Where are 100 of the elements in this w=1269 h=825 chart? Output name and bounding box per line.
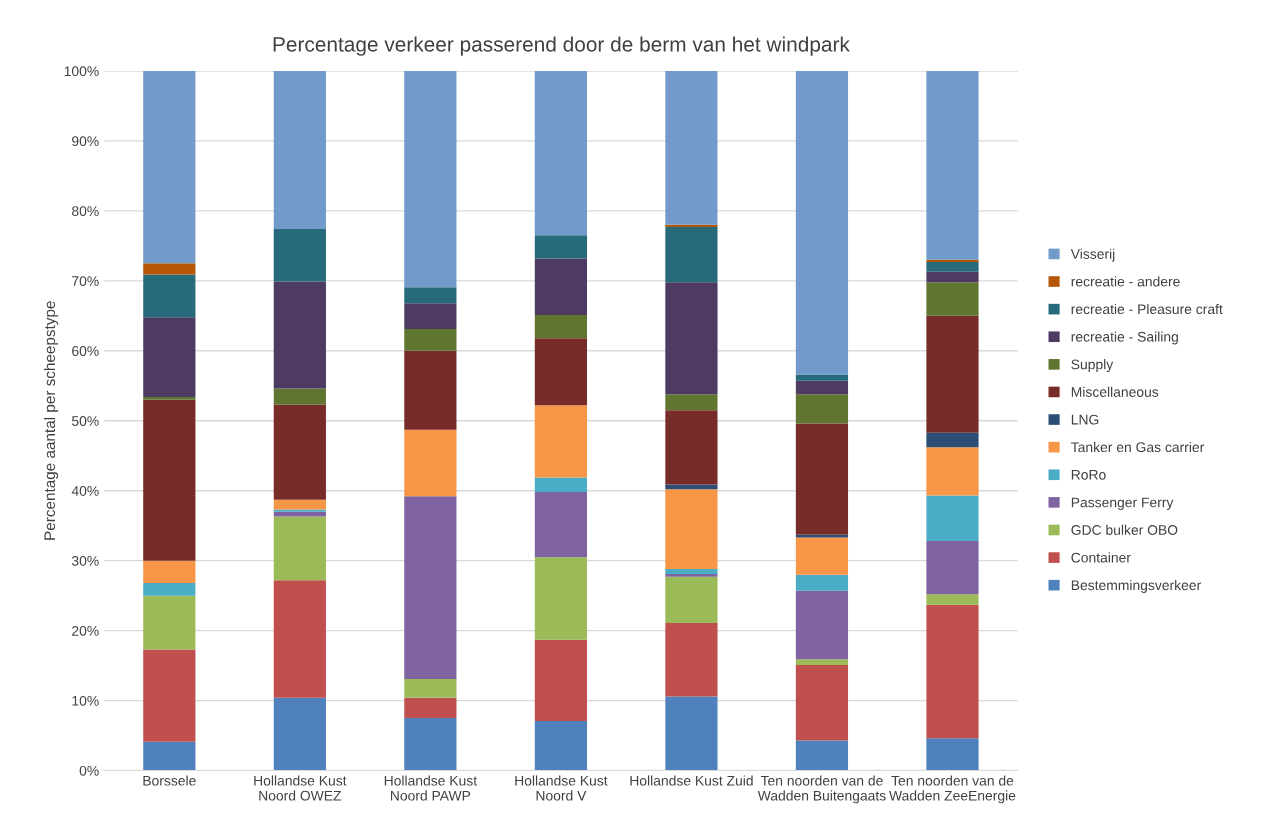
bar	[926, 282, 979, 316]
y-tick-label: 30%	[71, 556, 99, 566]
bar	[143, 595, 196, 650]
legend-label: Passenger Ferry	[1071, 497, 1174, 511]
bar	[665, 224, 718, 227]
bar	[273, 388, 326, 405]
bar	[404, 70, 457, 288]
bar	[404, 287, 457, 304]
bar	[534, 720, 587, 771]
bar	[926, 259, 979, 262]
x-tick-label: Borssele	[143, 775, 196, 786]
bar	[534, 70, 587, 236]
x-tick-label: Hollandse Kust Zuid	[630, 775, 753, 786]
y-tick-label: 10%	[72, 695, 99, 706]
bar	[273, 511, 326, 517]
y-tick-label: 80%	[72, 206, 99, 217]
y-axis-title: Percentage aantal per scheepstype	[43, 301, 59, 540]
bar	[795, 423, 849, 535]
bar	[404, 697, 457, 719]
bar	[665, 489, 718, 570]
y-tick-label: 40%	[71, 486, 99, 496]
bar	[534, 557, 587, 640]
bar	[665, 282, 718, 395]
bar	[926, 495, 979, 542]
bar	[534, 639, 587, 721]
legend-label: Miscellaneous	[1071, 386, 1159, 397]
legend-label: Bestemmingsverkeer	[1071, 579, 1201, 593]
bar	[534, 338, 587, 406]
bar	[795, 374, 849, 381]
legend-label: recreatie - Sailing	[1071, 331, 1178, 345]
bar	[273, 281, 326, 389]
bar	[665, 70, 718, 225]
bar	[273, 516, 326, 581]
legend-label: RoRo	[1071, 470, 1106, 480]
x-tick-label: Hollandse Kust Noord PAWP	[384, 775, 477, 801]
bar	[143, 399, 196, 561]
y-tick-label: 50%	[71, 416, 99, 426]
bar	[534, 258, 587, 316]
bar	[273, 697, 326, 771]
bar	[926, 271, 979, 283]
bar	[404, 718, 457, 771]
y-tick-label: 0%	[79, 765, 99, 776]
bar	[143, 649, 196, 742]
y-tick-label: 70%	[72, 276, 99, 286]
y-tick-label: 90%	[72, 136, 99, 147]
bar	[665, 394, 718, 411]
bar	[273, 499, 326, 510]
bar	[273, 70, 326, 230]
bar	[665, 622, 718, 697]
bar	[795, 574, 849, 591]
bar	[926, 738, 979, 771]
bar	[143, 741, 196, 771]
bar	[926, 594, 979, 605]
bar	[795, 659, 849, 665]
bar	[404, 303, 457, 330]
x-tick-label: Ten noorden van de Wadden Buitengaats	[757, 775, 886, 804]
bar	[143, 70, 196, 264]
bar	[534, 492, 587, 558]
bar	[926, 541, 979, 595]
bar	[926, 261, 979, 272]
bar	[143, 274, 196, 318]
legend-label: Supply	[1071, 359, 1114, 373]
bar	[926, 70, 979, 260]
bar	[534, 235, 587, 259]
x-tick-label: Hollandse Kust Noord V	[515, 775, 608, 801]
legend-label: GDC bulker OBO	[1071, 524, 1178, 535]
bar	[273, 580, 326, 698]
bar	[795, 537, 849, 575]
bar	[404, 329, 457, 351]
bar	[404, 496, 457, 679]
bar	[795, 590, 849, 660]
legend-label: Visserij	[1070, 248, 1115, 262]
bar	[665, 573, 718, 577]
bar	[795, 740, 849, 771]
bar	[534, 405, 587, 478]
bar	[795, 394, 849, 424]
bar	[795, 380, 849, 395]
bar	[404, 429, 457, 497]
bar	[534, 315, 587, 339]
bar	[795, 70, 849, 375]
bar	[665, 226, 718, 283]
bar	[926, 432, 979, 448]
bar	[143, 317, 196, 397]
bar	[273, 509, 326, 512]
legend-label: recreatie - andere	[1071, 276, 1180, 287]
legend-label: recreatie - Pleasure craft	[1071, 303, 1223, 315]
bar	[534, 477, 587, 493]
y-tick-label: 60%	[72, 346, 99, 356]
bar	[665, 576, 718, 623]
bar	[143, 583, 196, 596]
x-tick-label: Hollandse Kust Noord OWEZ	[254, 775, 347, 801]
bar	[143, 263, 196, 275]
legend-label: Container	[1071, 552, 1131, 563]
bar	[926, 447, 979, 496]
legend-label: Tanker en Gas carrier	[1071, 441, 1205, 453]
bar	[795, 664, 849, 741]
bar	[404, 350, 457, 430]
bar	[143, 560, 196, 584]
legend-label: LNG	[1071, 414, 1099, 425]
bar	[926, 604, 979, 739]
